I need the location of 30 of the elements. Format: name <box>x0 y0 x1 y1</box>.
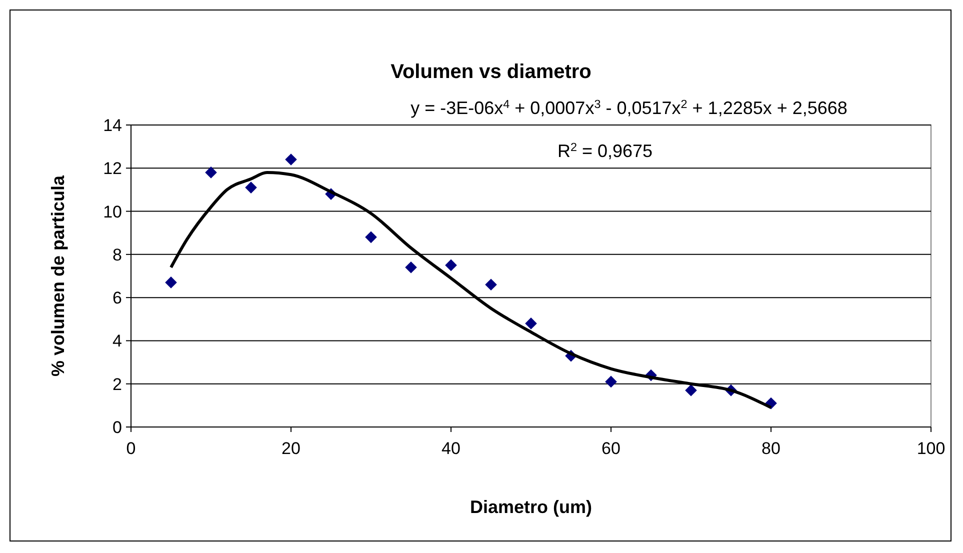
annotation: R$^{2}$ = 0,9675 <box>557 140 653 161</box>
x-axis-title: Diametro (um) <box>470 497 592 517</box>
y-axis-title: % volumen de particula <box>48 174 68 377</box>
point <box>685 384 697 396</box>
point <box>525 318 537 330</box>
y-tick-label: 8 <box>112 245 122 264</box>
x-tick-label: 20 <box>282 439 300 458</box>
x-tick-label: 80 <box>762 439 780 458</box>
y-tick-label: 10 <box>103 202 122 222</box>
chart-title: Volumen vs diametro <box>390 61 592 83</box>
y-tick-label: 12 <box>103 159 122 178</box>
point <box>285 154 297 166</box>
point <box>605 376 617 388</box>
point <box>205 166 217 178</box>
y-tick-label: 6 <box>112 288 122 308</box>
point <box>485 278 497 291</box>
y-tick-label: 0 <box>112 418 122 437</box>
point <box>445 259 457 272</box>
y-tick-label: 4 <box>112 332 122 351</box>
point <box>245 182 257 194</box>
x-tick-label: 60 <box>602 439 620 458</box>
x-tick-label: 40 <box>442 439 460 458</box>
x-tick-label: 0 <box>126 439 136 458</box>
point <box>405 261 417 274</box>
y-tick-label: 14 <box>103 116 122 135</box>
text: y = -3E-06x$^{4}$ + 0,0007x$^{3}$ - 0,0517x$^{2}$ + 1,2285x + 2,5668 <box>410 98 848 118</box>
point <box>365 231 377 244</box>
y-tick-label: 2 <box>112 374 122 394</box>
point <box>165 276 177 288</box>
x-tick-label: 100 <box>916 439 946 458</box>
